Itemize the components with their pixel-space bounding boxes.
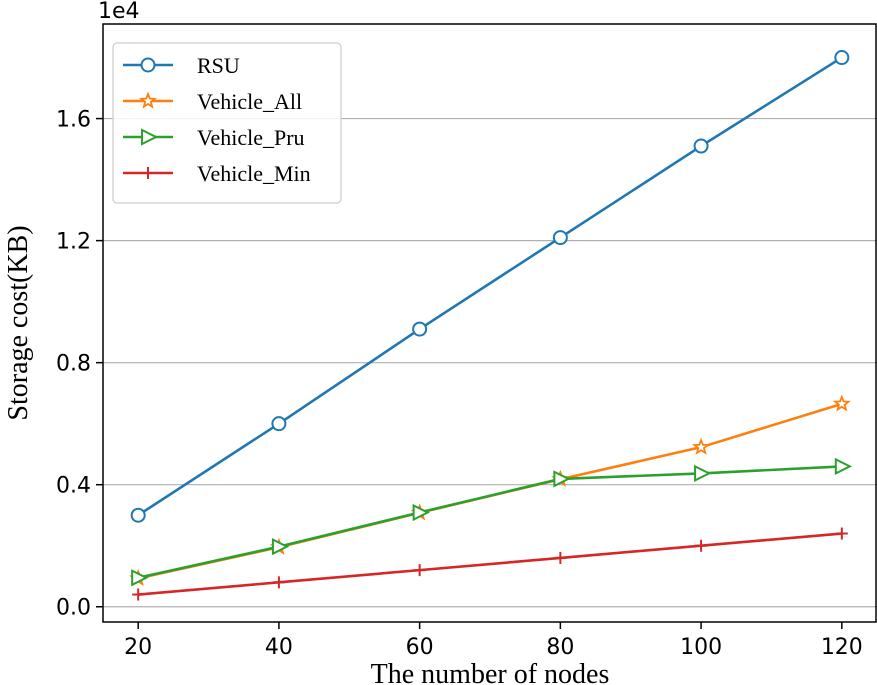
x-tick-label: 100 xyxy=(680,635,722,660)
marker-triangle-right xyxy=(553,470,571,488)
legend: RSU Vehicle_All Vehicle_Pru Vehicle_Min xyxy=(112,42,342,204)
y-tick-label: 0.4 xyxy=(56,474,91,499)
marker-plus xyxy=(835,527,848,540)
marker-star xyxy=(692,437,711,455)
legend-box xyxy=(112,42,342,204)
y-tick-label: 0.8 xyxy=(56,352,91,377)
marker-circle xyxy=(834,50,850,66)
x-tick-label: 80 xyxy=(546,635,574,660)
series-layer xyxy=(129,50,853,601)
tick-layer: 0.0 0.4 0.8 1.2 1.6 20 40 60 80 100 120 xyxy=(56,108,863,660)
series-line-vehicle-min xyxy=(138,532,842,596)
marker-triangle-right xyxy=(834,457,853,476)
x-axis-title: The number of nodes xyxy=(371,659,610,685)
marker-plus xyxy=(695,539,708,552)
marker-triangle-right xyxy=(271,538,290,556)
series-vehicle-pru xyxy=(131,457,853,587)
legend-item-rsu: RSU xyxy=(123,53,240,78)
marker-triangle-right xyxy=(412,503,430,522)
marker-triangle-right xyxy=(141,128,159,146)
marker-star xyxy=(832,394,851,412)
y-tick-label: 1.6 xyxy=(56,108,91,133)
legend-item-vehicle-min: Vehicle_Min xyxy=(123,161,311,186)
marker-circle xyxy=(552,230,568,246)
y-scale-label: 1e4 xyxy=(98,0,140,24)
marker-triangle-right xyxy=(694,464,712,483)
series-line-vehicle-all xyxy=(137,402,843,580)
series-rsu xyxy=(130,50,850,523)
marker-triangle-right xyxy=(131,569,149,587)
legend-label: Vehicle_Pru xyxy=(197,125,305,150)
marker-circle xyxy=(130,507,146,523)
marker-plus xyxy=(554,551,567,564)
marker-plus xyxy=(132,588,145,601)
legend-label: Vehicle_Min xyxy=(197,161,311,186)
y-tick-label: 0.0 xyxy=(56,596,91,621)
marker-circle xyxy=(271,416,287,432)
y-tick-label: 1.2 xyxy=(56,230,91,255)
legend-label: RSU xyxy=(197,53,240,78)
series-line-vehicle-pru xyxy=(137,465,842,580)
legend-item-vehicle-all: Vehicle_All xyxy=(123,89,302,114)
plot-frame xyxy=(102,23,877,623)
x-tick-label: 20 xyxy=(124,635,152,660)
marker-plus xyxy=(272,576,285,589)
marker-circle xyxy=(693,138,709,154)
y-axis-title: Storage cost(KB) xyxy=(3,225,34,420)
series-line-rsu xyxy=(137,56,843,517)
marker-plus xyxy=(142,167,154,179)
marker-circle xyxy=(412,321,428,337)
x-tick-label: 120 xyxy=(821,635,863,660)
legend-label: Vehicle_All xyxy=(197,89,302,114)
x-tick-label: 60 xyxy=(406,635,434,660)
legend-item-vehicle-pru: Vehicle_Pru xyxy=(123,125,305,150)
marker-plus xyxy=(413,564,426,577)
series-vehicle-min xyxy=(132,527,848,601)
marker-star xyxy=(138,91,158,109)
marker-circle xyxy=(140,57,156,73)
x-tick-label: 40 xyxy=(265,635,293,660)
